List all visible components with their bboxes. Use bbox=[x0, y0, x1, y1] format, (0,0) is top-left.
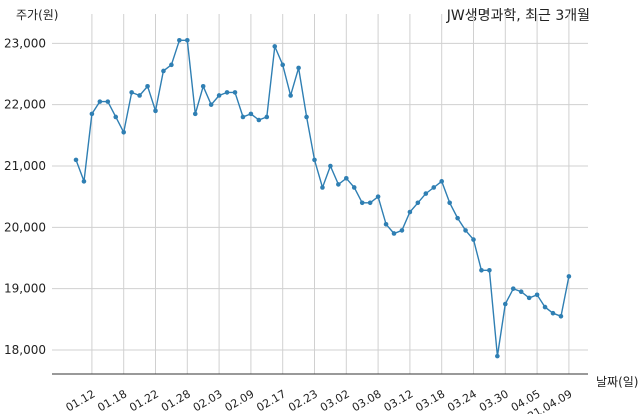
data-point bbox=[344, 175, 349, 181]
data-point bbox=[566, 274, 572, 279]
data-point bbox=[272, 44, 278, 49]
data-point bbox=[121, 129, 126, 135]
x-tick-label: 03.02 bbox=[318, 387, 352, 414]
data-point bbox=[431, 185, 437, 190]
data-point bbox=[153, 108, 158, 114]
data-point bbox=[288, 93, 293, 98]
x-axis-label: 날짜(일) bbox=[596, 375, 638, 389]
series-line bbox=[75, 39, 570, 357]
data-point bbox=[256, 117, 262, 123]
data-point bbox=[169, 62, 174, 68]
x-tick-label: 01.12 bbox=[64, 387, 98, 414]
x-tick-label: 02.23 bbox=[286, 387, 320, 414]
data-point bbox=[359, 200, 365, 206]
data-point bbox=[192, 111, 198, 117]
data-point bbox=[399, 228, 405, 233]
y-tick-label: 23,000 bbox=[4, 36, 46, 50]
data-point bbox=[550, 310, 556, 316]
data-point bbox=[463, 228, 468, 233]
y-tick-label: 21,000 bbox=[4, 159, 46, 173]
y-tick-label: 19,000 bbox=[4, 282, 46, 296]
data-point bbox=[81, 179, 87, 184]
data-point bbox=[542, 304, 548, 310]
x-tick-label: 01.18 bbox=[95, 387, 129, 414]
data-point bbox=[296, 65, 301, 71]
x-tick-label: 02.09 bbox=[223, 387, 257, 414]
data-point bbox=[161, 68, 166, 74]
data-point bbox=[73, 157, 79, 163]
data-point bbox=[487, 267, 492, 273]
data-point bbox=[113, 114, 119, 120]
x-tick-label: 03.12 bbox=[382, 387, 416, 414]
data-point bbox=[367, 200, 373, 206]
data-point bbox=[526, 295, 532, 301]
x-tick-label: 01.22 bbox=[127, 387, 161, 414]
data-point bbox=[336, 182, 341, 187]
data-point bbox=[105, 99, 111, 104]
data-point bbox=[407, 209, 413, 215]
data-point bbox=[518, 289, 524, 295]
data-point bbox=[97, 99, 103, 104]
data-point bbox=[216, 93, 222, 98]
y-tick-label: 18,000 bbox=[4, 343, 46, 357]
x-tick-label: 03.30 bbox=[477, 387, 511, 414]
data-point bbox=[423, 191, 429, 196]
data-point bbox=[558, 313, 564, 319]
data-point bbox=[200, 83, 206, 89]
y-axis-label: 주가(원) bbox=[16, 8, 58, 22]
data-point bbox=[185, 37, 190, 43]
data-point bbox=[232, 90, 238, 95]
data-point bbox=[479, 267, 484, 273]
data-point bbox=[177, 37, 182, 43]
x-tick-label: 03.18 bbox=[413, 387, 447, 414]
data-point bbox=[510, 286, 516, 291]
data-point bbox=[240, 114, 246, 120]
data-point bbox=[129, 90, 134, 95]
data-point bbox=[455, 215, 460, 221]
x-tick-label: 03.08 bbox=[350, 387, 384, 414]
y-tick-labels: 18,000 19,000 20,000 21,000 22,000 23,000 bbox=[4, 36, 46, 357]
chart-title: JW생명과학, 최근 3개월 bbox=[446, 8, 590, 24]
data-point bbox=[391, 231, 397, 236]
data-point bbox=[304, 114, 309, 120]
data-point bbox=[320, 185, 325, 190]
data-point bbox=[383, 221, 389, 227]
price-series bbox=[73, 37, 572, 359]
data-point bbox=[248, 111, 254, 117]
x-tick-label: 02.17 bbox=[254, 387, 288, 414]
data-point bbox=[503, 301, 508, 307]
data-point bbox=[351, 185, 357, 190]
data-point bbox=[415, 200, 421, 206]
data-point bbox=[495, 353, 500, 359]
data-point bbox=[264, 114, 270, 120]
data-point bbox=[208, 102, 214, 107]
x-tick-label: 03.24 bbox=[445, 387, 479, 414]
data-point bbox=[328, 163, 333, 169]
y-tick-label: 22,000 bbox=[4, 98, 46, 112]
data-point bbox=[534, 292, 540, 298]
data-point bbox=[145, 83, 150, 89]
data-point bbox=[447, 200, 452, 206]
y-tick-label: 20,000 bbox=[4, 220, 46, 234]
data-point bbox=[312, 157, 317, 163]
x-tick-labels: 01.1201.1801.2201.2802.0302.0902.1702.23… bbox=[64, 387, 575, 414]
data-point bbox=[471, 237, 476, 242]
gridlines bbox=[52, 14, 588, 374]
x-tick-label: 01.28 bbox=[159, 387, 193, 414]
data-point bbox=[137, 93, 142, 98]
data-point bbox=[224, 90, 230, 95]
x-tick-label: 02.03 bbox=[191, 387, 225, 414]
data-point bbox=[375, 194, 381, 199]
data-point bbox=[439, 179, 445, 184]
data-point bbox=[89, 111, 95, 117]
data-point bbox=[280, 62, 286, 68]
